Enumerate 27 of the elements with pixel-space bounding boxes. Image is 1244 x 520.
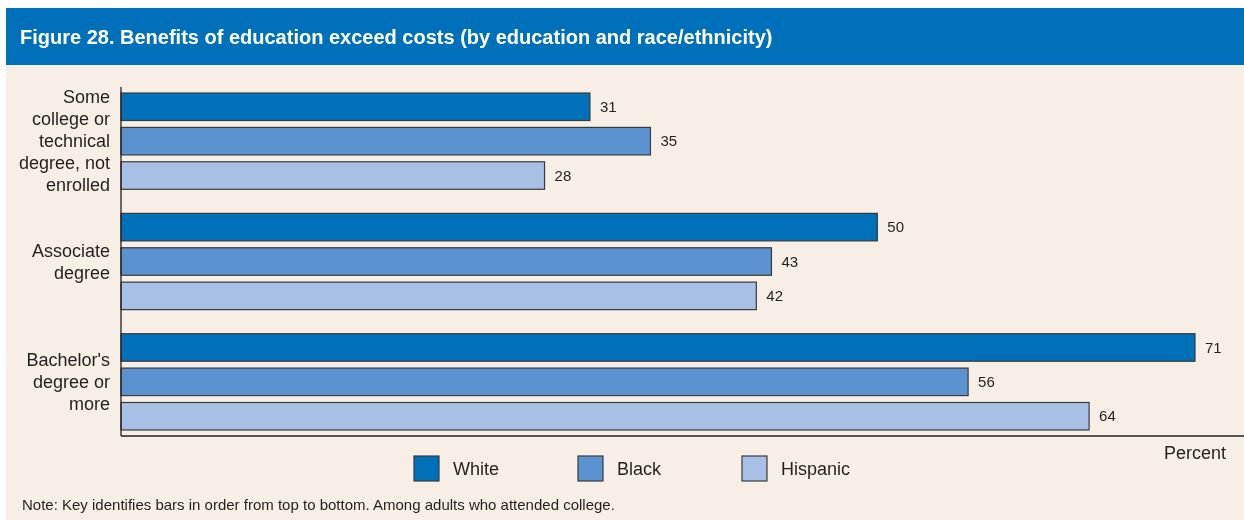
bar bbox=[120, 92, 591, 122]
bar bbox=[120, 212, 878, 242]
data-label: 71 bbox=[1205, 338, 1222, 356]
data-label: 50 bbox=[887, 218, 905, 236]
data-label: 56 bbox=[978, 373, 995, 391]
legend-label: Black bbox=[617, 459, 663, 480]
text: Note: Key identifies bars in order from top to bottom. Among adults who attended college. bbox=[22, 496, 615, 513]
bar bbox=[120, 401, 1090, 431]
bar bbox=[120, 333, 1196, 362]
data-label: 35 bbox=[660, 132, 678, 150]
legend-label: Hispanic bbox=[781, 459, 851, 480]
legend-label: White bbox=[453, 459, 500, 480]
data-label: 42 bbox=[766, 287, 784, 305]
bar bbox=[120, 281, 757, 311]
data-label: 43 bbox=[781, 252, 799, 270]
bar bbox=[120, 126, 652, 156]
chart-title: Figure 28. Benefits of education exceed costs (by education and race/ethnicity) bbox=[20, 26, 773, 48]
x-axis-title: Percent bbox=[1163, 443, 1226, 463]
bar bbox=[120, 161, 546, 190]
bar bbox=[120, 367, 969, 397]
data-label: 28 bbox=[554, 166, 572, 184]
y-tick-label: Associate degree bbox=[31, 240, 110, 283]
y-tick-label: Some college or technical degree, not enrolled bbox=[18, 87, 111, 196]
y-tick-label: Bachelor's degree or more bbox=[26, 350, 110, 415]
data-label: 64 bbox=[1099, 407, 1116, 425]
data-label: 31 bbox=[599, 98, 617, 116]
bar bbox=[120, 247, 773, 276]
